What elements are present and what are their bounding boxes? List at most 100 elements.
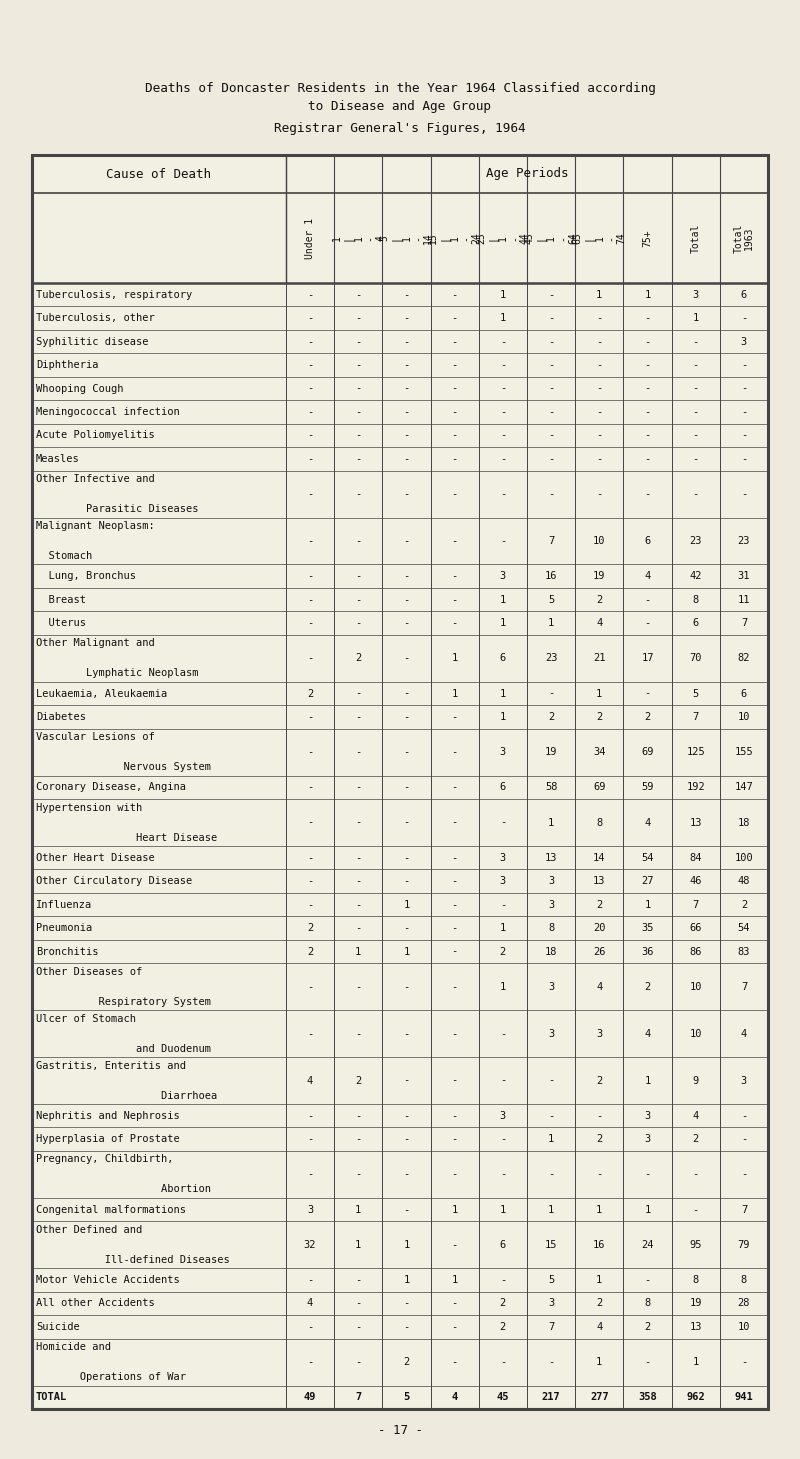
Text: 1: 1 xyxy=(500,619,506,629)
Text: -: - xyxy=(451,314,458,324)
Text: 58: 58 xyxy=(545,782,558,792)
Text: -: - xyxy=(500,1170,506,1179)
Text: 1: 1 xyxy=(403,900,410,909)
Text: -: - xyxy=(307,1110,313,1121)
Text: -: - xyxy=(644,407,650,417)
Text: -: - xyxy=(596,454,602,464)
Text: Other Infective and: Other Infective and xyxy=(36,474,154,484)
Text: -: - xyxy=(403,314,410,324)
Text: -: - xyxy=(355,852,362,862)
Text: 6: 6 xyxy=(644,535,650,546)
Text: Measles: Measles xyxy=(36,454,80,464)
Text: 75+: 75+ xyxy=(642,229,653,247)
Text: -: - xyxy=(451,619,458,629)
Text: -: - xyxy=(307,982,313,992)
Text: -: - xyxy=(355,782,362,792)
Text: -: - xyxy=(596,314,602,324)
Text: 1: 1 xyxy=(451,1275,458,1285)
Text: -: - xyxy=(500,407,506,417)
Text: 20: 20 xyxy=(593,924,606,934)
Text: -: - xyxy=(500,535,506,546)
Bar xyxy=(32,155,768,1409)
Text: 45
|
1
-
64: 45 | 1 - 64 xyxy=(524,232,578,244)
Text: -: - xyxy=(451,1075,458,1085)
Text: 1: 1 xyxy=(644,1075,650,1085)
Text: -: - xyxy=(307,454,313,464)
Text: -: - xyxy=(403,1110,410,1121)
Text: -: - xyxy=(307,1029,313,1039)
Text: Meningococcal infection: Meningococcal infection xyxy=(36,407,180,417)
Text: 2: 2 xyxy=(741,900,747,909)
Text: Lung, Bronchus: Lung, Bronchus xyxy=(36,572,136,581)
Text: Under 1: Under 1 xyxy=(305,217,315,258)
Text: 1: 1 xyxy=(403,1275,410,1285)
Text: -: - xyxy=(403,535,410,546)
Text: -: - xyxy=(548,314,554,324)
Text: Hypertension with: Hypertension with xyxy=(36,802,142,813)
Text: -: - xyxy=(403,1029,410,1039)
Text: 1: 1 xyxy=(500,924,506,934)
Text: -: - xyxy=(451,747,458,757)
Text: -: - xyxy=(644,1275,650,1285)
Text: -: - xyxy=(307,595,313,604)
Text: -: - xyxy=(500,1275,506,1285)
Text: 7: 7 xyxy=(693,712,699,722)
Text: 4: 4 xyxy=(644,817,650,827)
Text: 27: 27 xyxy=(642,877,654,886)
Text: -: - xyxy=(307,852,313,862)
Text: 8: 8 xyxy=(693,1275,699,1285)
Text: -: - xyxy=(644,689,650,699)
Text: -: - xyxy=(355,1299,362,1309)
Text: 1: 1 xyxy=(644,290,650,299)
Text: -: - xyxy=(307,1134,313,1144)
Text: -: - xyxy=(451,1029,458,1039)
Text: -: - xyxy=(693,454,699,464)
Text: 3: 3 xyxy=(500,877,506,886)
Text: 7: 7 xyxy=(741,619,747,629)
Text: -: - xyxy=(355,1275,362,1285)
Text: -: - xyxy=(307,407,313,417)
Text: -: - xyxy=(548,360,554,371)
Text: -: - xyxy=(693,337,699,347)
Text: 1: 1 xyxy=(596,689,602,699)
Text: 6: 6 xyxy=(741,290,747,299)
Text: 15: 15 xyxy=(545,1240,558,1250)
Text: 13: 13 xyxy=(593,877,606,886)
Text: 147: 147 xyxy=(734,782,754,792)
Text: 358: 358 xyxy=(638,1392,657,1402)
Text: -: - xyxy=(403,1205,410,1214)
Text: Acute Poliomyelitis: Acute Poliomyelitis xyxy=(36,430,154,441)
Text: -: - xyxy=(403,337,410,347)
Text: 4: 4 xyxy=(741,1029,747,1039)
Text: -: - xyxy=(355,314,362,324)
Text: TOTAL: TOTAL xyxy=(36,1392,67,1402)
Text: -: - xyxy=(741,407,747,417)
Text: Heart Disease: Heart Disease xyxy=(36,833,218,842)
Text: -: - xyxy=(451,947,458,957)
Text: 1: 1 xyxy=(596,1275,602,1285)
Text: 45: 45 xyxy=(497,1392,509,1402)
Text: -: - xyxy=(307,360,313,371)
Text: 1: 1 xyxy=(500,689,506,699)
Text: 1: 1 xyxy=(500,314,506,324)
Text: 1: 1 xyxy=(644,1205,650,1214)
Text: -: - xyxy=(451,1357,458,1367)
Text: -: - xyxy=(741,1134,747,1144)
Text: 2: 2 xyxy=(693,1134,699,1144)
Text: -: - xyxy=(403,454,410,464)
Text: -: - xyxy=(307,782,313,792)
Text: 1: 1 xyxy=(548,1205,554,1214)
Text: -: - xyxy=(644,384,650,394)
Text: -: - xyxy=(403,1075,410,1085)
Text: -: - xyxy=(355,747,362,757)
Text: -: - xyxy=(451,454,458,464)
Text: Other Heart Disease: Other Heart Disease xyxy=(36,852,154,862)
Text: 6: 6 xyxy=(500,782,506,792)
Text: 2: 2 xyxy=(307,947,313,957)
Text: -: - xyxy=(403,877,410,886)
Text: -: - xyxy=(451,877,458,886)
Text: 125: 125 xyxy=(686,747,705,757)
Text: 54: 54 xyxy=(738,924,750,934)
Text: -: - xyxy=(500,1075,506,1085)
Text: -: - xyxy=(741,430,747,441)
